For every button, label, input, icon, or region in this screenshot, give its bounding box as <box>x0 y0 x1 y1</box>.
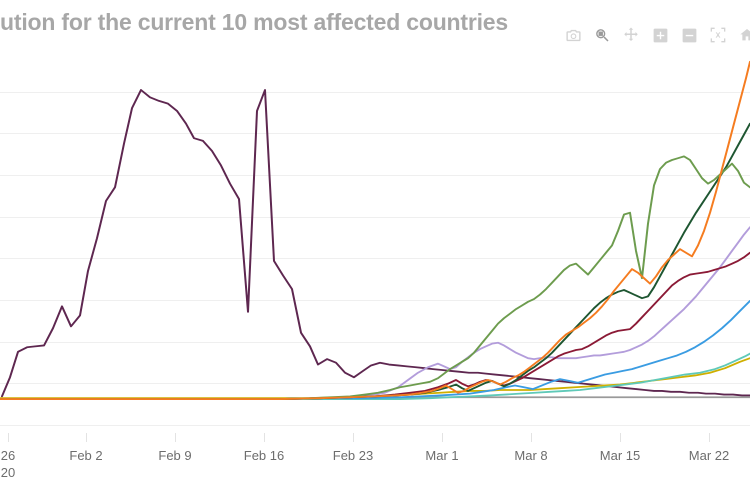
x-tick-label: Mar 1 <box>425 448 459 463</box>
reset-axes-icon[interactable] <box>738 26 750 44</box>
x-tick-label: Feb 2 <box>69 448 103 463</box>
gridline-5 <box>0 300 750 301</box>
x-tick-mark <box>86 433 87 442</box>
x-tick-label: Mar 8 <box>514 448 548 463</box>
plot-area[interactable] <box>0 60 750 433</box>
series-line-italy <box>0 155 750 400</box>
x-tick-label: 26 20 <box>0 448 16 480</box>
plotly-modebar[interactable] <box>564 24 750 46</box>
x-tick-label: Feb 16 <box>243 448 285 463</box>
gridline-3 <box>0 217 750 218</box>
x-tick-mark <box>353 433 354 442</box>
x-tick-year-label: 20 <box>0 465 16 480</box>
x-tick-mark <box>8 433 9 442</box>
gridline-4 <box>0 258 750 259</box>
gridline-0 <box>0 92 750 93</box>
x-tick-mark <box>620 433 621 442</box>
zoom-icon[interactable] <box>593 26 611 44</box>
series-line-france <box>0 251 750 400</box>
pan-icon[interactable] <box>622 26 640 44</box>
gridlines <box>0 60 750 433</box>
series-line-germany <box>0 226 750 400</box>
series-line-china <box>1 89 750 398</box>
gridline-7 <box>0 383 750 384</box>
x-tick-mark <box>709 433 710 442</box>
x-tick-mark <box>442 433 443 442</box>
series-line-united-states <box>0 60 750 400</box>
series-line-spain <box>0 122 750 400</box>
x-axis: 26 20 Feb 2 Feb 9 Feb 16 Feb 23 Mar 1 Mar 8 Mar … <box>0 433 750 500</box>
gridline-6 <box>0 342 750 343</box>
zoom-out-icon[interactable] <box>680 26 698 44</box>
x-tick-mark <box>175 433 176 442</box>
series-line-switzerland <box>0 300 750 400</box>
autoscale-icon[interactable] <box>709 26 727 44</box>
download-plot-icon[interactable] <box>564 26 582 44</box>
gridline-8 <box>0 425 750 426</box>
x-tick-label: Mar 15 <box>599 448 641 463</box>
x-tick-label: Feb 9 <box>158 448 192 463</box>
page-title: k evolution for the current 10 most affe… <box>0 9 508 35</box>
x-tick-label: Feb 23 <box>332 448 374 463</box>
x-tick-mark <box>531 433 532 442</box>
series-lines <box>0 60 750 400</box>
gridline-2 <box>0 175 750 176</box>
x-tick-mark <box>264 433 265 442</box>
x-tick-label: Mar 22 <box>688 448 730 463</box>
zoom-in-icon[interactable] <box>651 26 669 44</box>
gridline-1 <box>0 133 750 134</box>
